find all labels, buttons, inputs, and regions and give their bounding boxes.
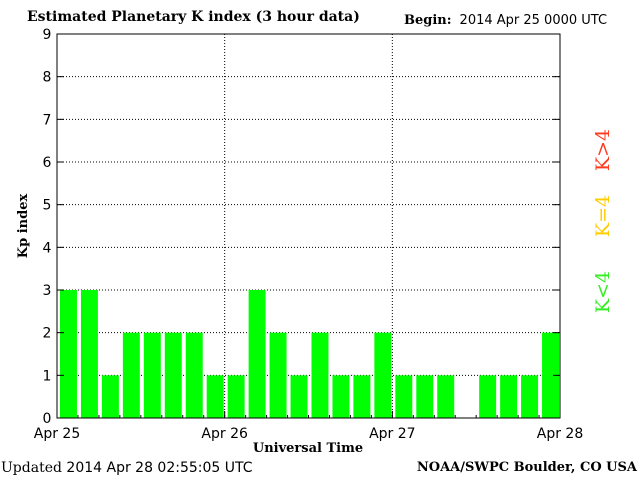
kp-bar	[101, 375, 119, 418]
kp-bar	[290, 375, 308, 418]
updated-label: Updated	[1, 460, 62, 476]
x-tick-label: Apr 28	[537, 426, 583, 442]
kp-bar	[122, 332, 140, 418]
kp-bar	[374, 332, 392, 418]
y-tick-label: 7	[43, 112, 52, 128]
y-tick-label: 8	[43, 70, 52, 86]
kp-bar	[60, 290, 77, 418]
y-tick-label: 1	[43, 368, 52, 384]
credit-text: NOAA/SWPC Boulder, CO USA	[416, 460, 637, 475]
y-tick-label: 2	[43, 326, 52, 342]
kp-bar	[332, 375, 350, 418]
kp-bar	[80, 290, 98, 418]
y-tick-label: 0	[43, 411, 52, 427]
updated-value: 2014 Apr 28 02:55:05 UTC	[66, 460, 253, 476]
y-tick-label: 4	[43, 240, 52, 256]
kp-bar	[206, 375, 224, 418]
bar-layer	[60, 290, 559, 418]
x-axis-title: Universal Time	[253, 441, 363, 456]
x-tick-label: Apr 27	[369, 426, 415, 442]
y-tick-label: 6	[43, 155, 52, 171]
begin-value: 2014 Apr 25 0000 UTC	[459, 13, 608, 28]
tick-layer: 0 1 2 3 4 5 6 7 8 9 Apr 25 Apr 26 Apr 27 Apr 28	[34, 27, 583, 442]
kp-bar	[227, 375, 245, 418]
y-tick-label: 9	[43, 27, 52, 43]
kp-bar	[542, 332, 559, 418]
y-tick-label: 3	[43, 283, 52, 299]
kp-bar	[395, 375, 413, 418]
begin-label: Begin:	[404, 13, 452, 28]
kp-bar	[437, 375, 455, 418]
x-tick-label: Apr 25	[34, 426, 80, 442]
kp-bar	[269, 332, 287, 418]
kp-bar	[353, 375, 371, 418]
kp-bar	[479, 375, 497, 418]
kp-bar	[164, 332, 182, 418]
kp-bar	[500, 375, 518, 418]
kp-bar	[248, 290, 266, 418]
kp-bar	[185, 332, 203, 418]
y-axis-title: Kp index	[16, 194, 31, 259]
legend: K>4 K=4 K<4	[592, 129, 614, 313]
kp-bar	[143, 332, 161, 418]
updated-time: Updated 2014 Apr 28 02:55:05 UTC	[1, 460, 253, 476]
kp-bar	[521, 375, 539, 418]
grid-layer	[57, 34, 560, 418]
y-tick-label: 5	[43, 198, 52, 214]
kp-bar	[311, 332, 329, 418]
x-tick-label: Apr 26	[201, 426, 248, 442]
begin-time: Begin: 2014 Apr 25 0000 UTC	[404, 13, 607, 28]
legend-label: K>4	[592, 129, 614, 171]
legend-label: K<4	[592, 271, 614, 313]
kp-bar	[416, 375, 434, 418]
legend-label: K=4	[592, 195, 614, 237]
chart-title: Estimated Planetary K index (3 hour data…	[27, 9, 360, 25]
